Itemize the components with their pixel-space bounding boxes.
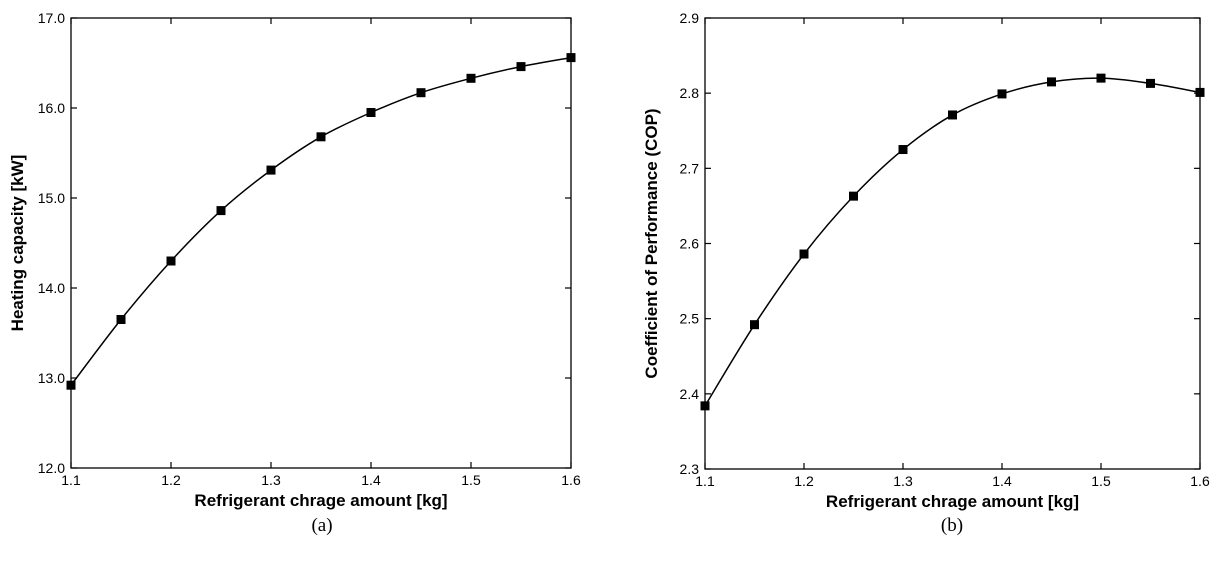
x-tick-label: 1.1 [695, 473, 715, 489]
y-tick-label: 16.0 [38, 100, 65, 116]
data-point-marker [997, 89, 1007, 99]
data-point-marker [700, 401, 710, 411]
x-tick-label: 1.6 [561, 472, 581, 488]
data-point-marker [166, 256, 176, 266]
y-tick-label: 2.5 [680, 311, 700, 327]
data-point-marker [366, 108, 376, 117]
data-point-marker [66, 380, 76, 390]
data-point-marker [1047, 77, 1056, 87]
x-tick-label: 1.3 [893, 473, 913, 489]
y-tick-label: 2.4 [680, 386, 700, 402]
data-point-marker [416, 88, 426, 98]
y-axis-title: Coefficient of Performance (COP) [642, 108, 661, 378]
x-tick-label: 1.2 [794, 473, 814, 489]
data-point-marker [266, 165, 276, 175]
x-tick-label: 1.6 [1190, 473, 1210, 489]
y-tick-label: 15.0 [38, 190, 65, 206]
chart-panel-a: 1.1 1.2 1.3 1.4 1.5 1.6 12.0 13.0 14.0 15.0 16.0 17… [8, 10, 581, 536]
series-line [70, 56, 572, 386]
data-point-marker [216, 206, 226, 216]
data-point-marker [516, 62, 526, 72]
x-tick-label: 1.3 [261, 472, 281, 488]
x-tick-label: 1.1 [61, 472, 81, 488]
data-point-marker [799, 249, 809, 259]
data-point-marker [116, 315, 126, 324]
data-point-marker [1195, 87, 1205, 97]
chart-panel-b: 1.1 1.2 1.3 1.4 1.5 1.6 2.3 2.4 2.5 2.6 2.7 2.8 2.9 R… [642, 10, 1210, 536]
panel-caption: (a) [311, 515, 332, 536]
data-point-marker [316, 132, 326, 142]
y-tick-label: 12.0 [38, 460, 65, 476]
y-tick-label: 2.3 [680, 461, 700, 477]
x-tick-label: 1.2 [161, 472, 181, 488]
x-tick-label: 1.5 [461, 472, 481, 488]
data-point-marker [1146, 78, 1155, 88]
x-axis-title: Refrigerant chrage amount [kg] [194, 491, 447, 510]
y-tick-label: 17.0 [38, 10, 65, 26]
y-tick-label: 13.0 [38, 370, 65, 386]
y-tick-label: 2.7 [680, 160, 700, 176]
data-point-marker [566, 53, 576, 63]
series-line [704, 77, 1201, 407]
data-point-marker [1096, 73, 1106, 83]
y-tick-label: 2.9 [680, 10, 700, 26]
y-axis-title: Heating capacity [kW] [8, 155, 27, 332]
plot-frame [704, 17, 1201, 470]
y-tick-label: 14.0 [38, 280, 65, 296]
x-tick-label: 1.4 [992, 473, 1012, 489]
x-tick-label: 1.4 [361, 472, 381, 488]
x-tick-label: 1.5 [1091, 473, 1111, 489]
data-point-marker [466, 73, 476, 83]
panel-caption: (b) [941, 515, 963, 536]
data-point-marker [948, 110, 957, 120]
data-point-marker [750, 320, 759, 330]
plot-frame [70, 17, 572, 469]
data-point-marker [898, 145, 908, 155]
y-tick-label: 2.8 [680, 85, 700, 101]
data-point-marker [849, 191, 858, 201]
y-tick-label: 2.6 [680, 236, 700, 252]
x-axis-title: Refrigerant chrage amount [kg] [826, 492, 1079, 511]
